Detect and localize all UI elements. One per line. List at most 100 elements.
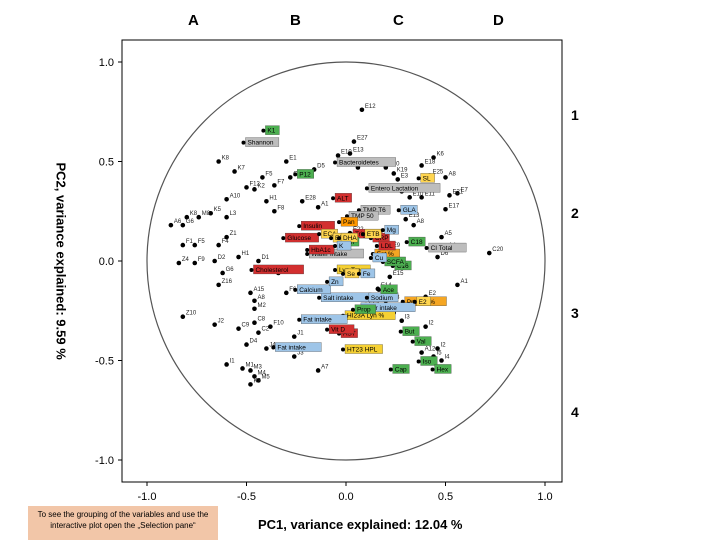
highlighted-variable: Zn bbox=[325, 276, 344, 287]
variable-point: E21 bbox=[447, 189, 464, 198]
variable-box bbox=[372, 252, 388, 263]
point-marker bbox=[249, 267, 254, 272]
highlighted-variable: Shannon bbox=[241, 137, 280, 147]
point-label: I2 bbox=[429, 321, 435, 327]
variable-label: LDL bbox=[381, 243, 393, 250]
point-marker bbox=[374, 244, 379, 249]
variable-box bbox=[275, 342, 322, 352]
point-label: F8 bbox=[277, 205, 285, 211]
highlight-layer: Shannon Bacteroidetes Entero Lactation TMP … bbox=[241, 125, 467, 374]
variable-label: Vit D bbox=[331, 327, 345, 334]
y-tick-label: -0.5 bbox=[95, 356, 114, 368]
point-marker bbox=[447, 193, 452, 198]
variable-point: A10 bbox=[224, 193, 241, 202]
variable-point: E7 bbox=[455, 187, 468, 196]
variable-point: J1 bbox=[291, 331, 304, 339]
highlighted-variable: Entero Lactation bbox=[364, 183, 441, 193]
point-marker bbox=[244, 342, 249, 347]
point-marker bbox=[224, 234, 229, 240]
variable-point: E18 bbox=[419, 159, 436, 168]
point-label: M5 bbox=[261, 374, 270, 380]
point-marker bbox=[271, 345, 276, 350]
highlighted-variable: P12 bbox=[293, 169, 314, 179]
point-label: H1 bbox=[242, 251, 250, 257]
point-marker bbox=[416, 359, 421, 364]
point-label: D1 bbox=[261, 255, 269, 261]
variable-box bbox=[360, 268, 376, 279]
variable-point: M1 bbox=[240, 362, 255, 371]
variable-label: But bbox=[405, 329, 415, 336]
highlighted-variable: Salt intake bbox=[317, 292, 372, 302]
variable-box bbox=[297, 284, 331, 294]
variable-box bbox=[400, 205, 418, 215]
variable-label: Calcium bbox=[299, 287, 322, 294]
point-marker bbox=[293, 287, 298, 292]
point-marker bbox=[244, 185, 249, 190]
axis-ticks: -1.0 -0.5 0.0 0.5 1.0 1.0 0.5 0.0 -0.5 -1.0 bbox=[95, 57, 553, 503]
point-label: C8 bbox=[257, 317, 265, 323]
y-tick-label: -1.0 bbox=[95, 455, 114, 467]
variable-point: C8 bbox=[252, 317, 266, 325]
point-label: K8 bbox=[222, 156, 230, 162]
column-label-b: B bbox=[290, 12, 301, 29]
point-label: E17 bbox=[449, 203, 460, 209]
variable-point: A15 bbox=[248, 287, 265, 296]
highlighted-variable: C18 bbox=[404, 236, 426, 247]
column-label-c: C bbox=[393, 12, 404, 29]
highlighted-variable: ALT bbox=[331, 193, 352, 203]
highlighted-variable: HbA1c bbox=[305, 244, 335, 255]
variable-point: A1 bbox=[455, 279, 468, 288]
point-marker bbox=[424, 246, 429, 251]
highlighted-variable: Insulin bbox=[297, 221, 335, 231]
point-label: J3 bbox=[297, 351, 304, 357]
point-label: F5 bbox=[265, 171, 273, 177]
point-marker bbox=[176, 260, 182, 266]
point-label: M4 bbox=[257, 370, 266, 376]
point-label: E7 bbox=[460, 187, 468, 193]
region-label-2: 2 bbox=[571, 205, 579, 221]
highlighted-variable: Fat intake bbox=[271, 342, 322, 352]
variable-label: Fiber intake bbox=[363, 305, 397, 312]
point-marker bbox=[248, 290, 253, 296]
point-label: E11 bbox=[425, 191, 436, 197]
point-marker bbox=[224, 197, 229, 202]
variable-box bbox=[309, 244, 335, 255]
point-marker bbox=[412, 299, 417, 304]
point-label: I5 bbox=[437, 351, 443, 357]
point-marker bbox=[248, 368, 253, 373]
point-label: Z16 bbox=[222, 279, 233, 285]
highlighted-variable: Mg bbox=[380, 224, 399, 235]
point-marker bbox=[293, 172, 298, 177]
point-label: E1 bbox=[289, 156, 297, 162]
point-label: A7 bbox=[321, 364, 329, 370]
point-marker bbox=[297, 317, 302, 322]
highlighted-variable: K1 bbox=[261, 125, 280, 135]
point-label: K2 bbox=[257, 183, 265, 189]
variable-label: HI23A Lyn % bbox=[347, 313, 385, 320]
point-label: K19 bbox=[397, 167, 408, 173]
point-marker bbox=[364, 186, 369, 191]
column-label-a: A bbox=[188, 12, 199, 29]
variable-label: K bbox=[339, 243, 344, 250]
point-label: E21 bbox=[452, 189, 463, 195]
variable-point: F5 bbox=[192, 239, 205, 248]
point-label: Z4 bbox=[182, 257, 190, 263]
variable-label: E2 bbox=[419, 299, 427, 306]
variable-label: Ace bbox=[383, 287, 395, 294]
x-tick-label: 0.5 bbox=[438, 491, 453, 503]
variable-label: Water intake bbox=[311, 251, 348, 258]
point-marker bbox=[335, 153, 341, 158]
highlighted-variable: ETB bbox=[360, 228, 382, 239]
variable-point: C2 bbox=[256, 327, 270, 335]
point-marker bbox=[435, 346, 440, 351]
variable-point: K3 bbox=[248, 378, 261, 387]
point-label: E13 bbox=[409, 213, 420, 219]
variable-label: Cholesterol bbox=[255, 267, 288, 274]
variable-box bbox=[328, 276, 344, 287]
highlighted-variable: CI Total bbox=[424, 242, 467, 253]
variable-label: Mg bbox=[387, 227, 396, 234]
highlighted-variable: K bbox=[333, 240, 352, 251]
point-marker bbox=[391, 171, 397, 176]
variable-point: C20 bbox=[486, 247, 504, 256]
variable-point: E1 bbox=[284, 156, 297, 164]
